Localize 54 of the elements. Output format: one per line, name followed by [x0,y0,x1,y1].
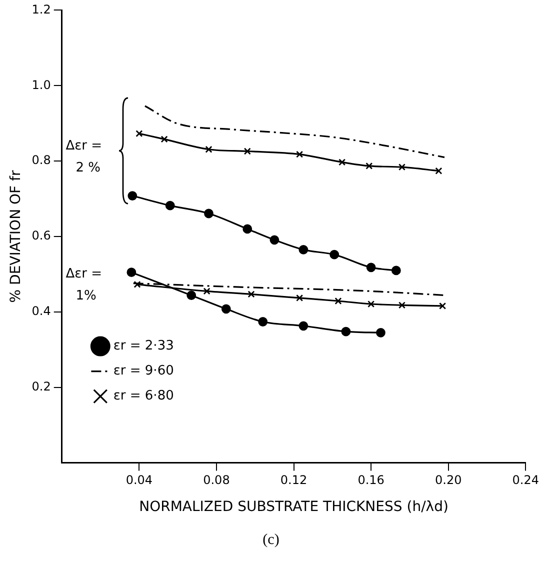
point [298,321,308,331]
point [221,304,231,314]
y-tick-label: 0.2 [32,379,51,394]
point [334,297,342,305]
point [248,290,255,298]
point [258,317,268,326]
point [165,200,175,210]
y-axis-title: % DEVIATION OF fr [8,170,24,303]
point [391,266,401,276]
y-tick-label: 1.2 [32,2,51,16]
x-axis-title: NORMALIZED SUBSTRATE THICKNESS (h/λd) [139,499,448,516]
x-tick-label: 0.24 [512,473,539,488]
point [398,302,406,309]
point [242,224,252,234]
point [366,162,373,170]
point [330,250,340,260]
point [366,262,376,272]
point [244,148,251,155]
x-tick-label: 0.16 [358,473,384,488]
point [126,268,136,278]
point [204,208,214,218]
point [435,167,442,174]
annotation: Δεr = 1% [66,266,102,304]
point [296,294,304,302]
x-tick-label: 0.08 [203,473,230,488]
legend-label: εr = 2·33 [113,338,174,354]
point [341,326,351,336]
y-tick-label: 0.4 [32,304,51,318]
point [186,290,196,300]
text: (c) [262,532,280,549]
y-tick-label: 0.6 [32,228,51,243]
legend-label: εr = 9·60 [113,364,174,379]
annotation: Δεr = 2 % [66,138,102,176]
point [296,150,304,158]
line-series [144,105,446,158]
point [368,300,375,308]
point [298,245,308,254]
x-tick-label: 0.12 [280,473,308,488]
point [136,130,143,138]
y-tick-label: 0.8 [32,153,51,168]
point [203,288,210,295]
point [134,280,141,288]
point [205,146,212,153]
y-tick-label: 1.0 [32,78,51,92]
x-tick-label: 0.20 [434,473,462,488]
point [160,136,168,143]
x-tick-label: 0.04 [126,473,153,488]
point [338,158,346,166]
point [270,235,280,245]
point [128,191,138,200]
point [398,164,406,171]
point [376,328,386,338]
legend-label: εr = 6·80 [113,388,174,404]
point [439,302,446,310]
